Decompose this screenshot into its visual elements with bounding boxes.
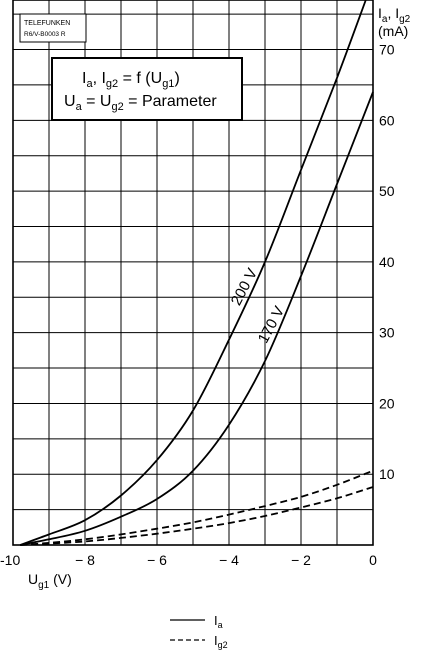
maker-code: R6/V-B0003 R (24, 31, 66, 38)
y-tick-label: 60 (379, 112, 395, 128)
series-line-1 (20, 91, 374, 546)
curves (19, 0, 374, 546)
x-tick-label: -10 (0, 552, 20, 568)
x-tick-label: − 8 (75, 552, 95, 568)
y-axis-unit: (mA) (378, 23, 408, 39)
x-ticks: -10 − 8 − 6 − 4 − 2 0 (0, 552, 377, 568)
formula-box: Ia, Ig2 = f (Ug1) Ua = Ug2 = Parameter (51, 57, 243, 121)
formula-line-2: Ua = Ug2 = Parameter (64, 93, 217, 113)
maker-box: TELEFUNKEN R6/V-B0003 R (19, 13, 87, 43)
maker-brand: TELEFUNKEN (24, 20, 70, 27)
y-ticks: 10 20 30 40 50 60 70 (379, 42, 395, 483)
series-line-3 (20, 486, 374, 546)
x-tick-label: − 4 (219, 552, 239, 568)
series-label-0: 200 V (228, 266, 261, 309)
y-tick-label: 20 (379, 395, 395, 411)
y-tick-label: 10 (379, 466, 395, 482)
series-label-1: 170 V (255, 304, 288, 347)
x-tick-label: − 6 (147, 552, 167, 568)
y-tick-label: 40 (379, 254, 395, 270)
y-tick-label: 70 (379, 42, 395, 58)
legend-label-ig2: Ig2 (214, 633, 228, 650)
y-tick-label: 30 (379, 325, 395, 341)
y-axis-label: Ia, Ig2 (378, 5, 411, 25)
plot-frame (12, 0, 374, 546)
legend-label-ia: Ia (214, 613, 223, 630)
x-tick-label: 0 (369, 552, 377, 568)
legend: Ia Ig2 (170, 613, 228, 650)
y-tick-label: 50 (379, 183, 395, 199)
x-tick-label: − 2 (291, 552, 311, 568)
formula-line-1: Ia, Ig2 = f (Ug1) (82, 70, 180, 90)
x-axis-label: Ug1 (V) (28, 571, 72, 591)
series-line-0 (19, 0, 367, 546)
